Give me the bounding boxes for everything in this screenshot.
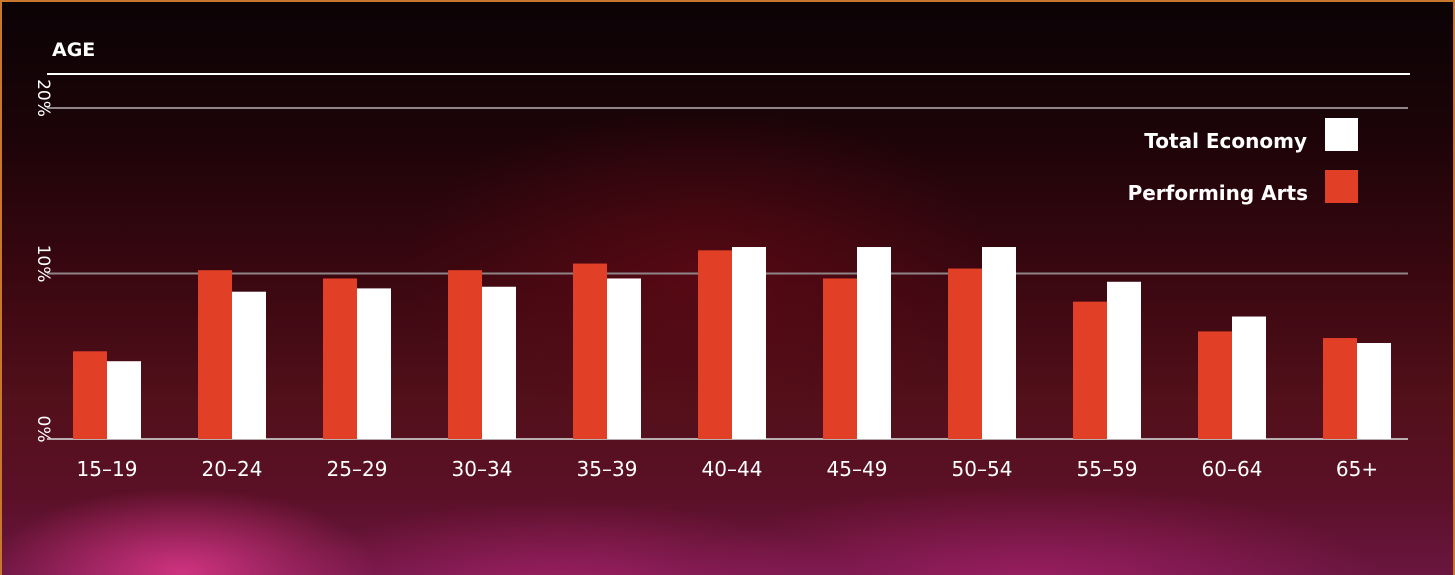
x-axis-ticks: 15–19 20–24 25–29 30–34 35–39 40–44 45–49 50–54… (77, 457, 1379, 481)
x-tick-label: 45–49 (827, 457, 888, 481)
bar-performing-arts-2 (198, 270, 232, 439)
bar-total-economy-10 (1232, 316, 1266, 439)
x-tick-label: 40–44 (702, 457, 763, 481)
bar-performing-arts-3 (323, 278, 357, 439)
legend-swatch-performing-arts (1325, 170, 1358, 203)
bar-performing-arts-11 (1323, 338, 1357, 439)
bar-total-economy-2 (232, 291, 266, 439)
x-tick-label: 35–39 (577, 457, 638, 481)
bar-performing-arts-10 (1198, 331, 1232, 439)
x-tick-label: 65+ (1336, 457, 1378, 481)
legend-swatch-total-economy (1325, 118, 1358, 151)
y-axis-ticks: 0% 10% 20% (33, 79, 53, 442)
bar-total-economy-8 (982, 247, 1016, 439)
bar-total-economy-4 (482, 286, 516, 439)
bar-total-economy-5 (607, 278, 641, 439)
x-tick-label: 55–59 (1077, 457, 1138, 481)
bar-total-economy-3 (357, 288, 391, 439)
bars (73, 247, 1391, 439)
legend-label-total-economy: Total Economy (1144, 129, 1307, 153)
y-tick-label: 0% (33, 416, 53, 443)
x-tick-label: 60–64 (1202, 457, 1263, 481)
x-tick-label: 15–19 (77, 457, 138, 481)
x-tick-label: 30–34 (452, 457, 513, 481)
x-tick-label: 50–54 (952, 457, 1013, 481)
x-tick-label: 25–29 (327, 457, 388, 481)
y-tick-label: 20% (33, 79, 53, 117)
bar-performing-arts-6 (698, 250, 732, 439)
chart-title: AGE (52, 39, 95, 61)
bar-total-economy-6 (732, 247, 766, 439)
bar-performing-arts-1 (73, 351, 107, 439)
bar-performing-arts-5 (573, 263, 607, 439)
bar-performing-arts-9 (1073, 301, 1107, 439)
bar-total-economy-9 (1107, 281, 1141, 439)
legend-label-performing-arts: Performing Arts (1128, 181, 1308, 205)
bar-total-economy-7 (857, 247, 891, 439)
bar-total-economy-1 (107, 361, 141, 439)
bar-performing-arts-7 (823, 278, 857, 439)
bar-performing-arts-4 (448, 270, 482, 439)
x-tick-label: 20–24 (202, 457, 263, 481)
bar-total-economy-11 (1357, 343, 1391, 439)
legend: Total Economy Performing Arts (1128, 118, 1358, 205)
bar-performing-arts-8 (948, 268, 982, 439)
y-tick-label: 10% (33, 245, 53, 283)
